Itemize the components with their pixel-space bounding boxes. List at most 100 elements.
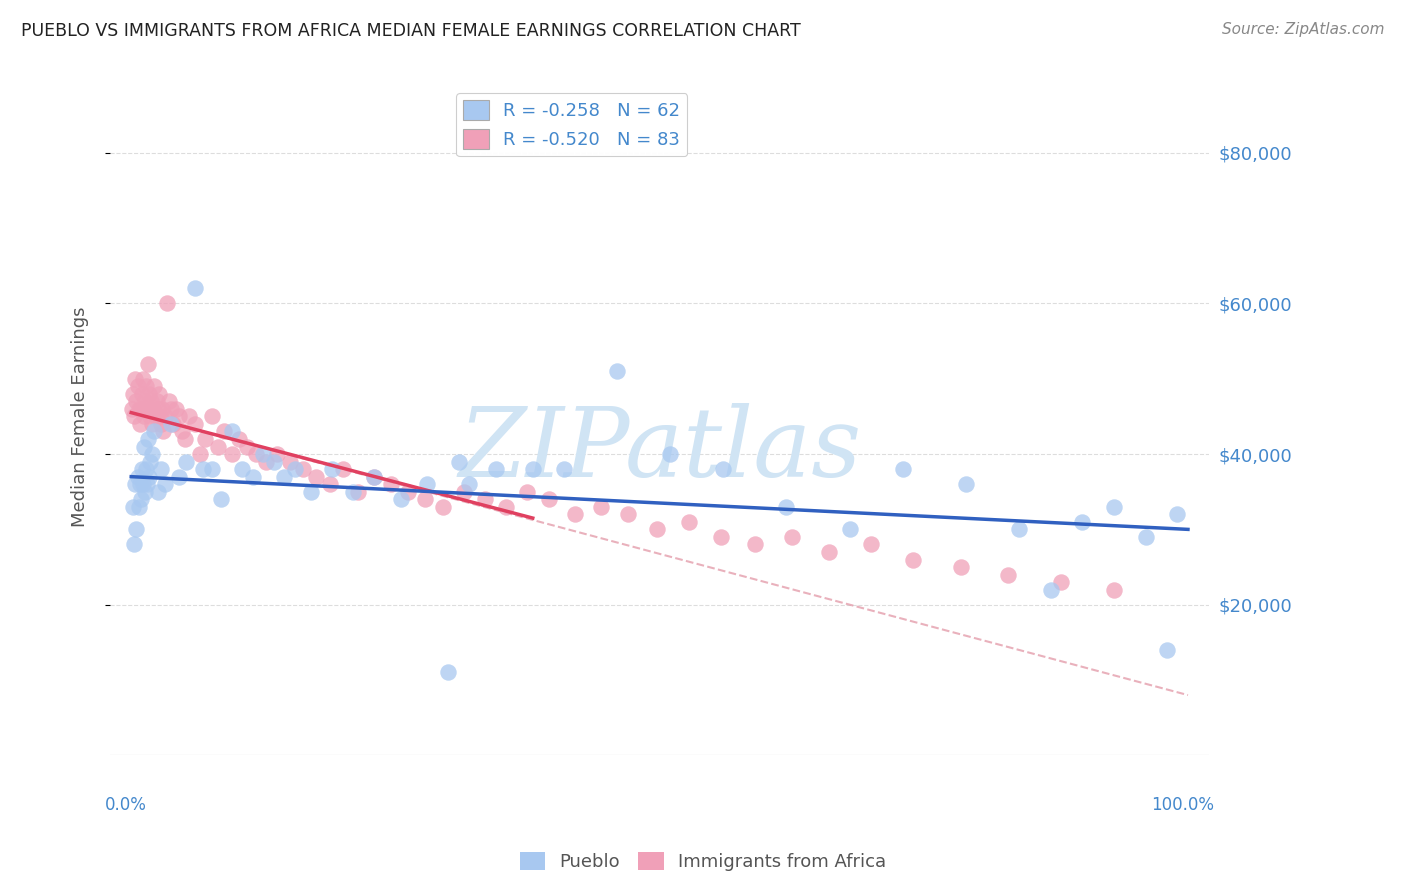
Point <box>125 522 148 536</box>
Point <box>564 508 586 522</box>
Point <box>174 432 197 446</box>
Point <box>396 484 419 499</box>
Point <box>495 500 517 514</box>
Text: PUEBLO VS IMMIGRANTS FROM AFRICA MEDIAN FEMALE EARNINGS CORRELATION CHART: PUEBLO VS IMMIGRANTS FROM AFRICA MEDIAN … <box>21 22 801 40</box>
Point <box>453 484 475 499</box>
Point <box>183 417 205 431</box>
Point <box>780 530 803 544</box>
Point <box>143 425 166 439</box>
Point <box>416 477 439 491</box>
Point <box>903 552 925 566</box>
Point <box>775 500 797 514</box>
Point <box>128 417 150 431</box>
Point <box>245 447 267 461</box>
Point <box>678 515 700 529</box>
Text: 0.0%: 0.0% <box>104 796 146 814</box>
Point <box>949 560 972 574</box>
Point <box>128 401 150 416</box>
Point <box>1166 508 1188 522</box>
Point <box>278 454 301 468</box>
Point <box>231 462 253 476</box>
Point <box>891 462 914 476</box>
Point <box>363 469 385 483</box>
Point <box>188 447 211 461</box>
Point <box>134 394 156 409</box>
Point <box>132 409 155 424</box>
Point <box>647 522 669 536</box>
Point <box>389 492 412 507</box>
Point <box>160 417 183 431</box>
Point <box>167 409 190 424</box>
Point <box>141 417 163 431</box>
Point <box>252 447 274 461</box>
Point <box>124 372 146 386</box>
Point <box>347 484 370 499</box>
Point <box>200 462 222 476</box>
Point <box>332 462 354 476</box>
Point <box>273 469 295 483</box>
Text: ZIPatlas: ZIPatlas <box>458 403 860 498</box>
Point <box>162 417 184 431</box>
Point <box>138 469 160 483</box>
Point <box>149 409 172 424</box>
Point <box>1102 582 1125 597</box>
Point <box>342 484 364 499</box>
Point <box>522 462 544 476</box>
Point <box>606 364 628 378</box>
Point <box>447 454 470 468</box>
Point <box>165 401 187 416</box>
Point <box>135 462 157 476</box>
Point <box>141 394 163 409</box>
Point <box>1156 643 1178 657</box>
Point <box>859 537 882 551</box>
Point <box>160 401 183 416</box>
Point <box>659 447 682 461</box>
Point <box>1071 515 1094 529</box>
Point <box>145 394 167 409</box>
Point <box>179 409 201 424</box>
Point <box>136 432 159 446</box>
Point <box>135 379 157 393</box>
Point <box>121 401 143 416</box>
Point <box>299 484 322 499</box>
Point <box>141 447 163 461</box>
Point <box>167 469 190 483</box>
Point <box>474 492 496 507</box>
Point <box>591 500 613 514</box>
Point <box>153 477 176 491</box>
Point <box>124 409 146 424</box>
Point <box>432 500 454 514</box>
Point <box>134 484 156 499</box>
Point <box>149 462 172 476</box>
Point <box>146 401 169 416</box>
Point <box>153 409 176 424</box>
Point <box>128 477 150 491</box>
Point <box>1050 575 1073 590</box>
Point <box>221 447 243 461</box>
Point <box>617 508 640 522</box>
Point <box>128 500 150 514</box>
Point <box>170 425 193 439</box>
Point <box>122 500 145 514</box>
Point <box>319 477 342 491</box>
Point <box>149 417 172 431</box>
Point <box>537 492 560 507</box>
Point <box>139 409 162 424</box>
Point <box>516 484 538 499</box>
Point <box>136 357 159 371</box>
Text: Source: ZipAtlas.com: Source: ZipAtlas.com <box>1222 22 1385 37</box>
Point <box>1102 500 1125 514</box>
Point <box>710 530 733 544</box>
Point <box>997 567 1019 582</box>
Point <box>212 425 235 439</box>
Point <box>380 477 402 491</box>
Point <box>553 462 575 476</box>
Point <box>228 432 250 446</box>
Point <box>305 469 328 483</box>
Point <box>838 522 860 536</box>
Point <box>200 409 222 424</box>
Point <box>236 440 259 454</box>
Point <box>145 409 167 424</box>
Point <box>131 386 153 401</box>
Point <box>183 281 205 295</box>
